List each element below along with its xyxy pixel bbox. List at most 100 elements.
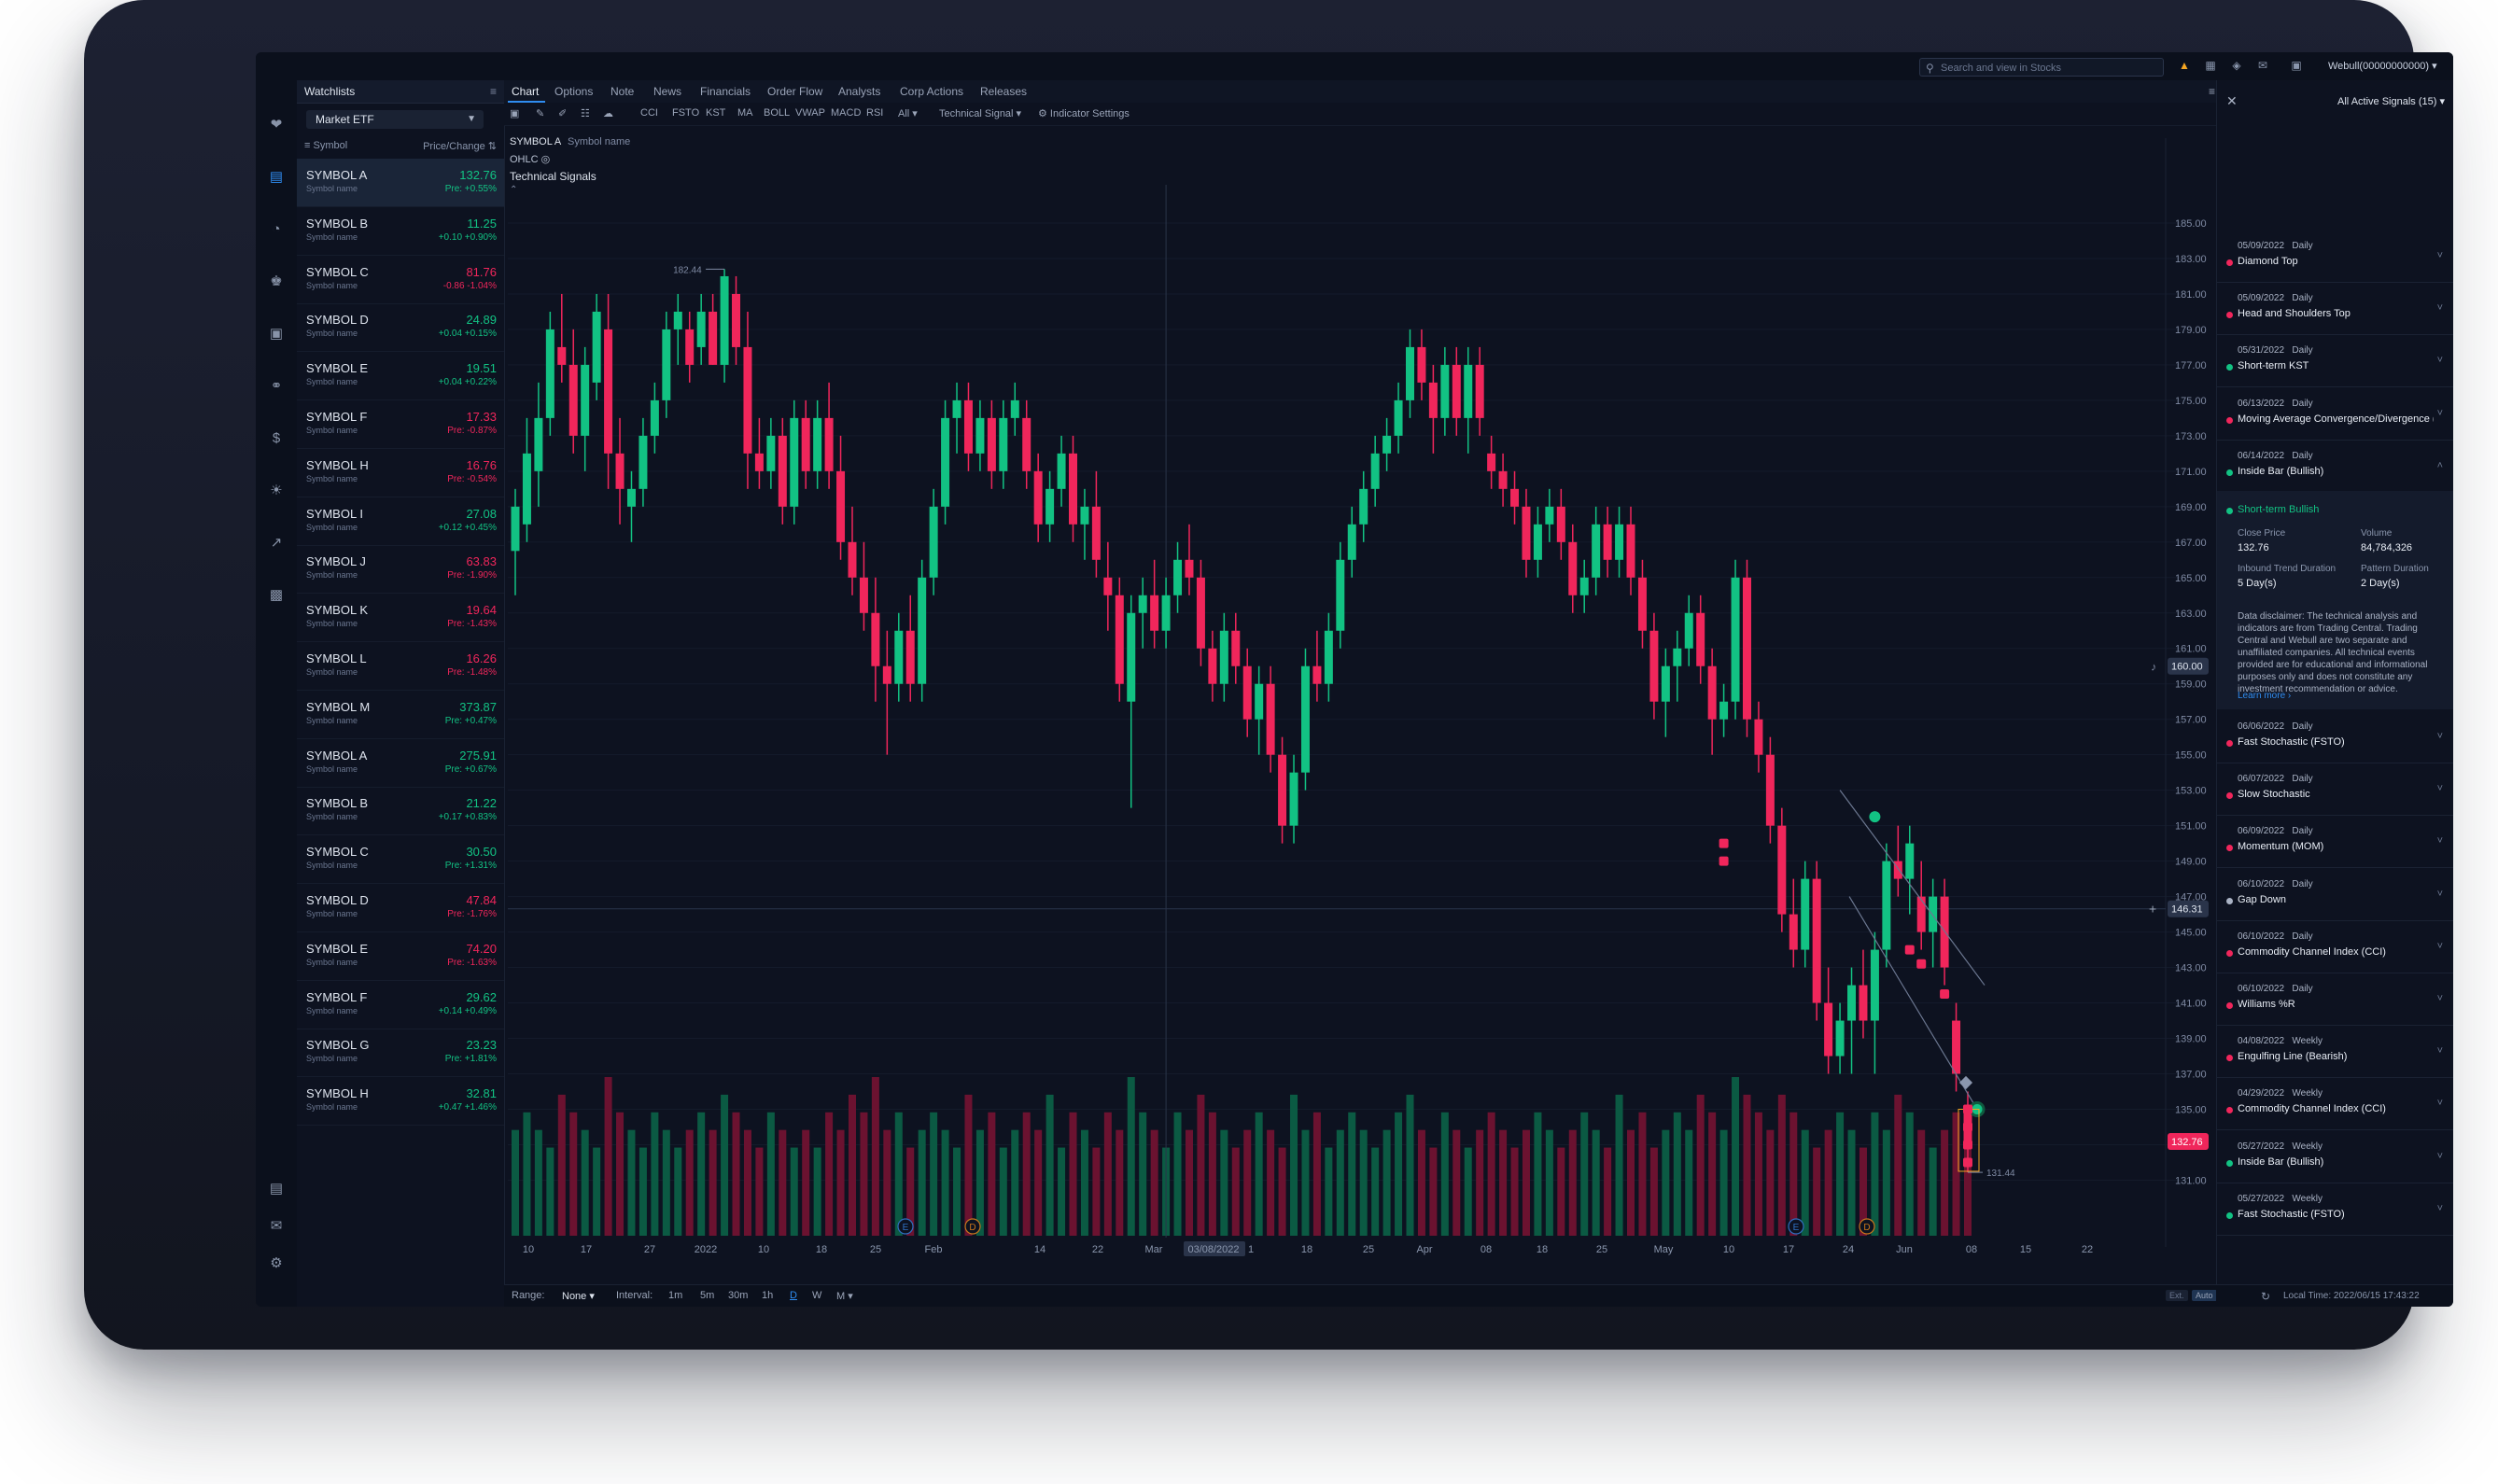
chevron-down-icon[interactable]: ˄ — [2436, 459, 2443, 471]
candle-body[interactable] — [1812, 878, 1821, 1003]
bearish-signal-marker[interactable] — [1719, 856, 1729, 866]
chart-icon[interactable]: ▤ — [269, 169, 284, 185]
interval-m[interactable]: M ▾ — [836, 1291, 853, 1302]
watchlist-row[interactable]: SYMBOL L Symbol name 16.26 Pre: -1.48% — [297, 642, 504, 691]
candle-body[interactable] — [1475, 364, 1484, 418]
event-marker[interactable] — [1788, 1218, 1804, 1235]
candle-body[interactable] — [534, 417, 543, 471]
col-symbol[interactable]: ≡ Symbol — [304, 140, 348, 151]
tab-note[interactable]: Note — [610, 85, 635, 98]
candle-body[interactable] — [1882, 861, 1891, 950]
candle-body[interactable] — [941, 417, 950, 507]
event-marker[interactable] — [1859, 1218, 1875, 1235]
collapse-icon[interactable]: ⌃ — [510, 185, 518, 195]
candle-body[interactable] — [905, 630, 915, 684]
chevron-down-icon[interactable]: ˅ — [2436, 1045, 2443, 1057]
candle-body[interactable] — [1091, 506, 1101, 560]
learn-more-link[interactable]: Learn more › — [2238, 691, 2292, 701]
candle-body[interactable] — [1707, 665, 1717, 720]
signal-item[interactable]: 06/14/2022 Daily Inside Bar (Bullish) ˄ — [2217, 440, 2453, 493]
refresh-icon[interactable]: ↻ — [2261, 1290, 2271, 1303]
candle-body[interactable] — [1382, 435, 1392, 454]
signal-item[interactable]: 04/08/2022 Weekly Engulfing Line (Bearish… — [2217, 1025, 2453, 1079]
candle-body[interactable] — [626, 488, 636, 507]
candle-body[interactable] — [615, 453, 624, 489]
all-indicators-dropdown[interactable]: All ▾ — [898, 108, 918, 119]
watchlist-row[interactable]: SYMBOL J Symbol name 63.83 Pre: -1.90% — [297, 545, 504, 595]
candle-body[interactable] — [929, 506, 938, 578]
indicator-vwap[interactable]: VWAP — [795, 107, 825, 119]
candle-body[interactable] — [1057, 453, 1066, 489]
candle-body[interactable] — [696, 311, 706, 347]
watchlist-row[interactable]: SYMBOL B Symbol name 21.22 +0.17 +0.83% — [297, 787, 504, 836]
ohlc-toggle[interactable]: OHLC ◎ — [510, 154, 551, 165]
indicator-boll[interactable]: BOLL — [764, 107, 791, 119]
bearish-signal-marker[interactable] — [1963, 1157, 1972, 1168]
candle-body[interactable] — [1731, 577, 1740, 702]
indicator-kst[interactable]: KST — [706, 107, 726, 119]
candle-body[interactable] — [918, 577, 927, 684]
chevron-down-icon[interactable]: ˅ — [2436, 783, 2443, 795]
interval-1m[interactable]: 1m — [668, 1290, 682, 1301]
candle-body[interactable] — [732, 293, 741, 347]
candle-body[interactable] — [1324, 630, 1333, 684]
candle-body[interactable] — [1801, 878, 1810, 950]
candle-body[interactable] — [1046, 488, 1055, 525]
signal-item[interactable]: 06/10/2022 Daily Commodity Channel Index … — [2217, 920, 2453, 973]
candle-body[interactable] — [1464, 364, 1473, 418]
gauge-icon[interactable]: ◔ — [272, 221, 281, 237]
candle-body[interactable] — [1359, 488, 1368, 525]
candle-body[interactable] — [1673, 648, 1682, 666]
indicator-rsi[interactable]: RSI — [866, 107, 884, 119]
candle-body[interactable] — [1115, 595, 1124, 684]
indicator-macd[interactable]: MACD — [831, 107, 862, 119]
candle-body[interactable] — [1498, 470, 1508, 489]
cloud-icon[interactable]: ☁ — [603, 108, 613, 119]
candle-body[interactable] — [1266, 683, 1275, 755]
signal-item[interactable]: 06/09/2022 Daily Momentum (MOM) ˅ — [2217, 815, 2453, 869]
candle-body[interactable] — [1428, 382, 1438, 418]
drawing-select-icon[interactable]: ▣ — [510, 108, 520, 119]
gap-signal-marker[interactable] — [1958, 1075, 1973, 1090]
candle-body[interactable] — [581, 364, 590, 436]
chat-icon[interactable]: ✉ — [270, 1218, 283, 1234]
watchlist-row[interactable]: SYMBOL C Symbol name 30.50 Pre: +1.31% — [297, 835, 504, 885]
ext-toggle[interactable]: Ext. — [2166, 1290, 2188, 1301]
close-icon[interactable]: ✕ — [2226, 93, 2238, 108]
candle-body[interactable] — [1649, 630, 1659, 702]
candle-body[interactable] — [1545, 506, 1554, 525]
candle-body[interactable] — [1510, 488, 1520, 507]
candle-body[interactable] — [1522, 506, 1531, 560]
interval-5m[interactable]: 5m — [700, 1290, 714, 1301]
brush-icon[interactable]: ✐ — [558, 108, 568, 119]
candle-body[interactable] — [1022, 417, 1031, 471]
candle-body[interactable] — [1208, 648, 1217, 684]
watchlist-row[interactable]: SYMBOL C Symbol name 81.76 -0.86 -1.04% — [297, 256, 504, 304]
bearish-signal-marker[interactable] — [1719, 838, 1729, 848]
heart-icon[interactable]: ❤ — [270, 117, 283, 133]
candle-body[interactable] — [1579, 577, 1589, 595]
settings-icon[interactable]: ⚙ — [270, 1255, 283, 1271]
bearish-signal-marker[interactable] — [1963, 1122, 1972, 1132]
candle-body[interactable] — [1824, 1002, 1833, 1057]
candle-body[interactable] — [1255, 683, 1264, 720]
watchlist-row[interactable]: SYMBOL A Symbol name 132.76 Pre: +0.55% — [297, 159, 504, 207]
candle-body[interactable] — [1417, 346, 1426, 383]
candle-body[interactable] — [1929, 896, 1938, 932]
candle-body[interactable] — [987, 417, 996, 471]
account-selector[interactable]: Webull(00000000000) ▾ — [2328, 61, 2437, 72]
candle-body[interactable] — [1080, 506, 1089, 525]
candle-body[interactable] — [511, 506, 520, 552]
candle-body[interactable] — [592, 311, 601, 383]
candle-body[interactable] — [568, 364, 578, 436]
candle-body[interactable] — [1300, 665, 1310, 773]
tab-order-flow[interactable]: Order Flow — [767, 85, 823, 98]
candle-body[interactable] — [1684, 612, 1693, 649]
bearish-signal-marker[interactable] — [1904, 945, 1915, 955]
candle-body[interactable] — [673, 311, 682, 329]
dollar-icon[interactable]: $ — [272, 430, 281, 446]
candle-body[interactable] — [1010, 399, 1019, 418]
chevron-down-icon[interactable]: ˅ — [2436, 993, 2443, 1004]
candle-body[interactable] — [975, 417, 985, 454]
candle-body[interactable] — [1556, 506, 1565, 542]
